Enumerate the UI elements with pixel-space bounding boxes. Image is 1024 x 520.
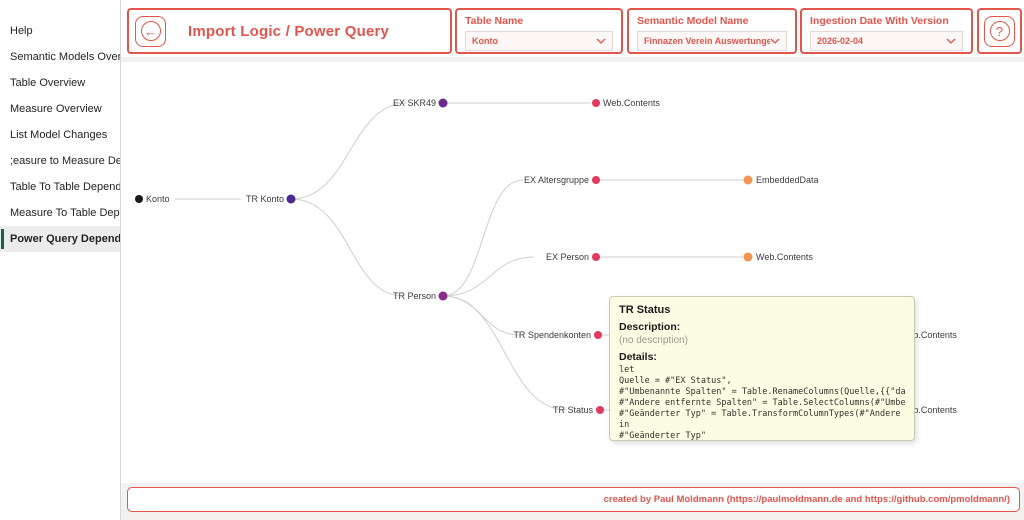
tooltip-code-line: #"Umbenannte Spalten" = Table.RenameColu… [619,387,905,397]
tooltip-code-line: Quelle = #"EX Status", [619,376,732,386]
tooltip-code-line: #"Geänderter Typ" [619,431,706,441]
sidebar: Help Semantic Models Overv... Table Over… [0,0,121,520]
chevron-down-icon [946,38,956,44]
sidebar-item-measure-overview[interactable]: Measure Overview [10,103,102,115]
back-arrow-icon: ← [140,21,161,41]
node-dot-web-contents-1[interactable] [592,99,600,107]
chevron-down-icon [596,38,606,44]
tooltip-description-value: (no description) [619,335,688,346]
sidebar-item-help[interactable]: Help [10,25,33,37]
sidebar-item-table-overview[interactable]: Table Overview [10,77,86,89]
node-label-embeddeddata: EmbeddedData [756,175,819,185]
main-region: ← Import Logic / Power Query Table Name … [121,0,1024,520]
table-name-label: Table Name [465,15,524,27]
tooltip-description-label: Description: [619,321,681,333]
node-label-ex-skr49: EX SKR49 [393,98,436,108]
node-dot-tr-spendenkonten[interactable] [594,331,602,339]
ingestion-date-filter: Ingestion Date With Version 2026-02-04 [800,8,973,54]
semantic-model-dropdown[interactable]: Finnazen Verein Auswertungen [637,31,787,51]
semantic-model-label: Semantic Model Name [637,15,749,27]
chevron-down-icon [770,38,780,44]
node-dot-tr-person[interactable] [438,291,448,301]
tooltip-code-line: in [619,420,630,430]
ingestion-date-label: Ingestion Date With Version [810,15,949,27]
tooltip-title: TR Status [619,304,671,316]
tooltip-details-label: Details: [619,351,657,363]
ingestion-date-value: 2026-02-04 [817,36,864,46]
sidebar-item-list-model-changes[interactable]: List Model Changes [10,129,108,141]
back-button[interactable]: ← [135,15,166,47]
node-dot-tr-status[interactable] [596,406,604,414]
table-name-dropdown[interactable]: Konto [465,31,613,51]
footer-credit-text[interactable]: created by Paul Moldmann (https://paulmo… [603,494,1010,505]
table-name-filter: Table Name Konto [455,8,623,54]
help-box: ? [977,8,1022,54]
sidebar-item-measure-to-measure[interactable]: ;easure to Measure Dep... [10,155,120,167]
question-mark-icon: ? [989,21,1010,41]
sidebar-item-measure-to-table[interactable]: Measure To Table Depe... [10,207,120,219]
node-dot-web-contents-2[interactable] [743,252,753,262]
semantic-model-filter: Semantic Model Name Finnazen Verein Ausw… [627,8,797,54]
node-dot-tr-konto[interactable] [286,194,296,204]
ingestion-date-dropdown[interactable]: 2026-02-04 [810,31,963,51]
node-label-tr-spendenkonten: TR Spendenkonten [513,330,591,340]
sidebar-item-table-to-table[interactable]: Table To Table Depende... [10,181,120,193]
node-label-web-contents-3: Web.Contents [900,330,957,340]
node-dot-ex-altersgruppe[interactable] [592,176,600,184]
node-dot-embeddeddata[interactable] [743,175,753,185]
footer-credit-box: created by Paul Moldmann (https://paulmo… [127,487,1020,512]
semantic-model-value: Finnazen Verein Auswertungen [644,36,770,46]
tooltip-code-line: #"Andere entfernte Spalten" = Table.Sele… [619,398,905,408]
node-label-tr-person: TR Person [393,291,436,301]
page-title: Import Logic / Power Query [188,22,390,40]
node-dot-konto[interactable] [135,195,143,203]
node-label-tr-konto: TR Konto [246,194,284,204]
node-label-ex-person: EX Person [546,252,589,262]
sidebar-item-power-query-dependencies[interactable]: Power Query Depende... [0,226,120,252]
node-label-tr-status: TR Status [553,405,594,415]
node-label-konto: Konto [146,194,170,204]
node-label-web-contents-2: Web.Contents [756,252,813,262]
node-label-web-contents-1: Web.Contents [603,98,660,108]
node-tooltip: TR Status Description: (no description) … [609,296,915,441]
tooltip-code-line: #"Geänderter Typ" = Table.TransformColum… [619,409,905,419]
node-label-ex-altersgruppe: EX Altersgruppe [524,175,589,185]
node-dot-ex-skr49[interactable] [438,98,448,108]
node-label-web-contents-4: Web.Contents [900,405,957,415]
tooltip-code-line: let [619,365,635,375]
title-box: ← Import Logic / Power Query [127,8,452,54]
node-dot-ex-person[interactable] [592,253,600,261]
sidebar-item-semantic-models-overview[interactable]: Semantic Models Overv... [10,51,120,63]
help-button[interactable]: ? [984,15,1015,47]
table-name-value: Konto [472,36,498,46]
